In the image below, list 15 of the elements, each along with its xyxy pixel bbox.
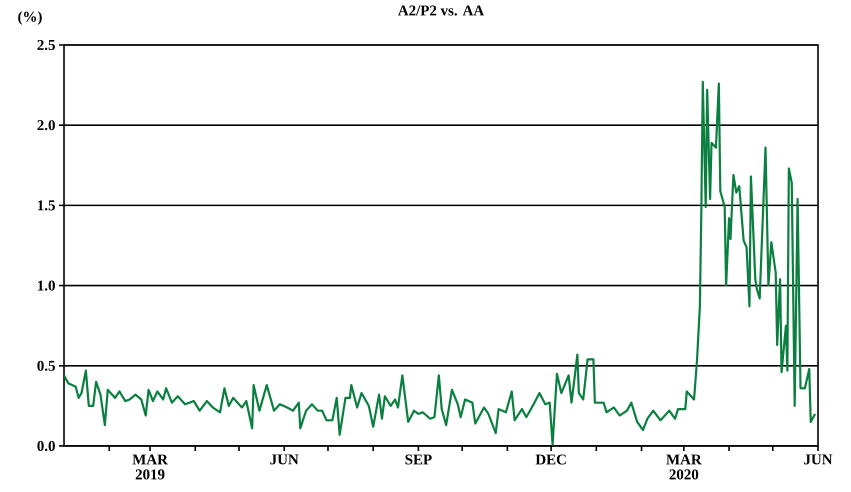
x-tick-label: MAR 2020: [666, 454, 702, 480]
y-tick-label: 2.5: [37, 40, 55, 50]
chart-title: A2/P2 vs. AA: [398, 6, 484, 16]
x-tick-label: MAR 2019: [132, 454, 168, 480]
y-tick-label: 1.5: [38, 200, 55, 210]
x-tick-label: DEC: [536, 454, 566, 465]
x-tick-label: JUN: [804, 454, 832, 464]
y-tick-label: 0.5: [37, 360, 55, 371]
y-axis-title: (%): [18, 11, 42, 25]
y-tick-label: 1.0: [38, 280, 55, 291]
y-tick-label: 0.0: [37, 440, 55, 452]
line-series: [64, 80, 816, 446]
x-tick-label: SEP: [406, 454, 432, 465]
y-tick-label: 2.0: [37, 120, 55, 130]
x-tick-label: JUN: [270, 454, 299, 464]
